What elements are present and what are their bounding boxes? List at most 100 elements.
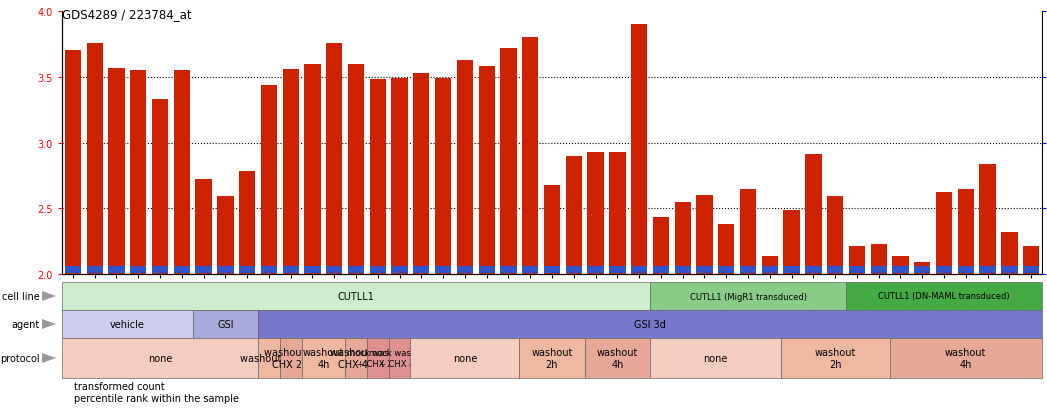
Text: CUTLL1: CUTLL1 [337,291,375,301]
Bar [414,74,429,274]
Bar [456,61,473,274]
Bar [283,70,298,274]
Bar [652,218,669,274]
Bar [761,266,778,273]
Bar [783,210,800,274]
Bar [870,244,887,274]
Bar [196,180,211,274]
Bar [87,43,103,274]
Bar [65,266,81,273]
Bar [261,266,277,273]
Text: none: none [148,353,172,363]
Bar [609,266,625,273]
Bar [152,266,169,273]
Bar [500,266,516,273]
Text: CUTLL1 (MigR1 transduced): CUTLL1 (MigR1 transduced) [690,292,806,301]
Bar [587,266,604,273]
Text: agent: agent [12,319,40,329]
Bar [130,71,147,274]
Bar [414,266,429,273]
Bar [478,266,495,273]
Bar [239,172,255,274]
Bar [740,189,756,274]
Bar [305,64,320,274]
Bar [631,266,647,273]
Bar [958,266,974,273]
Bar [914,263,931,274]
Text: washout
4h: washout 4h [945,347,986,369]
Bar [849,266,865,273]
Bar [217,197,233,274]
Bar [565,156,582,274]
Bar [435,79,451,274]
Bar [827,197,843,274]
Bar [370,266,386,273]
Text: mock washout
+ CHX 2h: mock washout + CHX 2h [348,349,408,368]
Bar [217,266,233,273]
Bar [1001,233,1018,274]
Bar [1023,247,1040,274]
Bar [565,266,582,273]
Bar [696,196,713,274]
Bar [805,266,822,273]
Bar [283,266,298,273]
Bar [936,193,952,274]
Bar [674,202,691,274]
Text: percentile rank within the sample: percentile rank within the sample [74,393,239,403]
Bar [783,266,800,273]
Bar [174,71,190,274]
Bar [326,43,342,274]
Text: washout
2h: washout 2h [531,347,573,369]
Text: CUTLL1 (DN-MAML transduced): CUTLL1 (DN-MAML transduced) [878,292,1009,301]
Bar [870,266,887,273]
Bar [958,189,974,274]
Bar [392,266,407,273]
Bar [87,266,103,273]
Text: cell line: cell line [2,291,40,301]
Bar [805,155,822,274]
Text: washout
4h: washout 4h [597,347,638,369]
Bar [718,225,734,274]
Bar [979,164,996,274]
Bar [65,51,81,274]
Bar [239,266,255,273]
Polygon shape [42,291,55,301]
Bar [456,266,473,273]
Bar [392,79,407,274]
Bar [740,266,756,273]
Bar [609,152,625,274]
Bar [1023,266,1040,273]
Bar [631,25,647,274]
Bar [892,256,909,274]
Bar [370,80,386,274]
Bar [914,266,931,273]
Text: transformed count: transformed count [74,381,164,391]
Bar [827,266,843,273]
Text: washout
2h: washout 2h [815,347,855,369]
Bar [674,266,691,273]
Bar [174,266,190,273]
Text: washout 2h: washout 2h [241,353,297,363]
Bar [522,38,538,274]
Bar [1001,266,1018,273]
Text: washout
4h: washout 4h [303,347,344,369]
Bar [761,256,778,274]
Text: washout +
CHX 4h: washout + CHX 4h [330,347,382,369]
Polygon shape [42,353,55,363]
Bar [348,266,364,273]
Bar [261,85,277,274]
Bar [478,67,495,274]
Text: none: none [452,353,477,363]
Bar [696,266,713,273]
Text: none: none [704,353,728,363]
Bar [587,152,604,274]
Bar [718,266,734,273]
Text: GSI: GSI [217,319,233,329]
Bar [326,266,342,273]
Bar [522,266,538,273]
Bar [108,266,125,273]
Text: vehicle: vehicle [110,319,144,329]
Text: washout +
CHX 2h: washout + CHX 2h [265,347,317,369]
Polygon shape [42,319,55,329]
Bar [543,266,560,273]
